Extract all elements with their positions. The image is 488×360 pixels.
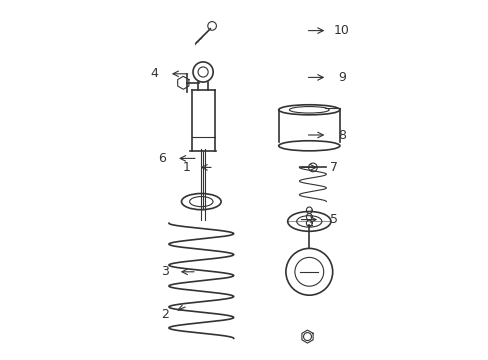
Text: 2: 2 [161, 309, 169, 321]
Text: 7: 7 [330, 161, 338, 174]
Text: 9: 9 [337, 71, 345, 84]
Text: 1: 1 [183, 161, 190, 174]
Text: 4: 4 [150, 67, 158, 80]
Text: 5: 5 [330, 213, 338, 226]
Text: 8: 8 [337, 129, 345, 141]
Text: 3: 3 [161, 265, 169, 278]
Text: 10: 10 [333, 24, 349, 37]
Text: 6: 6 [158, 152, 165, 165]
